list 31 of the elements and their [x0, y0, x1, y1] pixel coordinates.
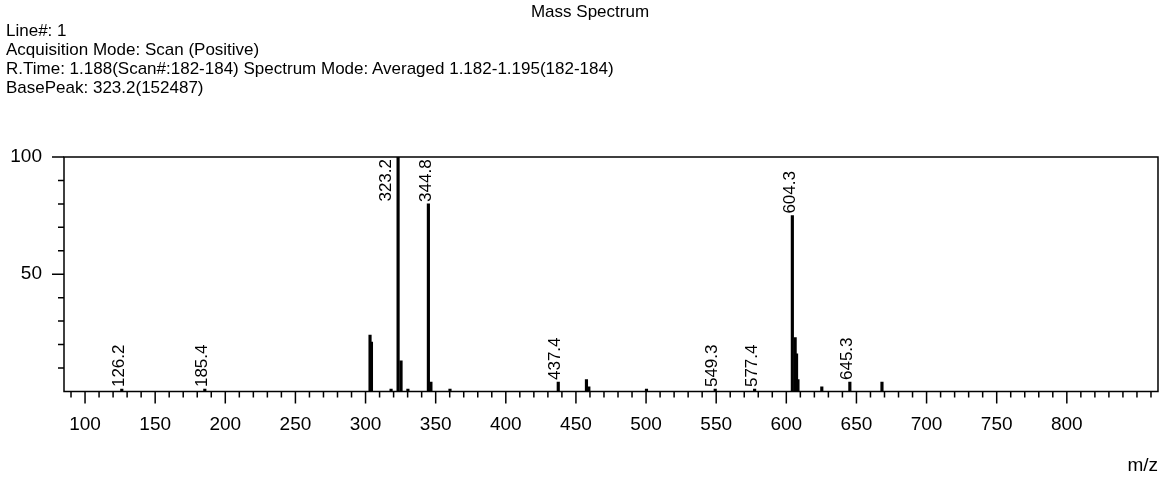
- text: R.Time: 1.188(Scan#:182-184) Spectrum Mode: Averaged 1.182-1.195(182-184): [6, 59, 614, 78]
- annotation: 645.3: [837, 337, 857, 381]
- x-tick-label: 750: [980, 413, 1013, 435]
- annotation: 604.3: [779, 171, 799, 214]
- text: BasePeak: 323.2(152487): [6, 78, 205, 97]
- x-tick-label: 700: [910, 413, 943, 435]
- annotation: 185.4: [192, 344, 211, 388]
- text: Line#: 1: [6, 21, 68, 40]
- text: Acquisition Mode: Scan (Positive): [6, 40, 261, 59]
- y-tick-label: 50: [20, 262, 42, 284]
- x-tick-label: 100: [69, 413, 101, 435]
- x-tick-label: 200: [209, 413, 242, 435]
- x-tick-label: 400: [489, 413, 522, 435]
- x-tick-label: 600: [770, 413, 803, 435]
- annotation: 323.2: [376, 158, 396, 202]
- x-tick-label: 800: [1050, 413, 1083, 435]
- annotation: 126.2: [108, 344, 128, 388]
- x-tick-label: 250: [279, 413, 312, 435]
- x-tick-label: 300: [349, 413, 382, 435]
- x-tick-label: 150: [139, 413, 172, 435]
- x-tick-label: 350: [419, 413, 452, 435]
- x-tick-label: 550: [700, 413, 733, 435]
- x-axis-title: m/z: [1127, 453, 1158, 475]
- x-tick-label: 500: [630, 413, 662, 435]
- annotation: 577.4: [741, 344, 761, 388]
- annotation: 437.4: [545, 337, 565, 381]
- annotation: 344.8: [415, 159, 435, 202]
- chart-title: Mass Spectrum: [529, 2, 651, 22]
- x-tick-label: 650: [840, 413, 873, 435]
- x-tick-label: 450: [560, 413, 592, 435]
- annotation: 549.3: [702, 344, 722, 388]
